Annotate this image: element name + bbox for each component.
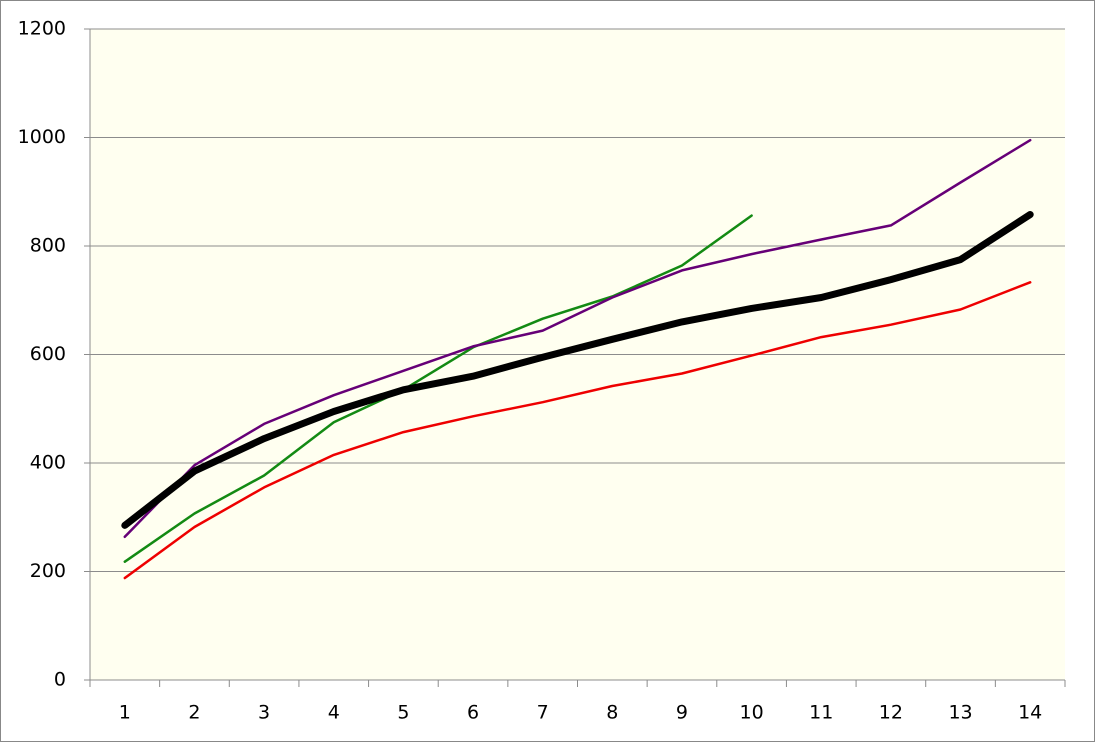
- y-tick-label: 200: [30, 560, 66, 582]
- x-tick-label: 11: [809, 702, 833, 724]
- x-tick-label: 12: [879, 702, 903, 724]
- series-line: [123, 214, 753, 563]
- y-tick-label: 1000: [18, 126, 66, 148]
- x-tick-label: 1: [119, 702, 131, 724]
- x-tick-label: 10: [740, 702, 764, 724]
- y-tick-label: 1200: [18, 18, 66, 40]
- series-line: [123, 138, 1032, 539]
- y-tick-label: 0: [54, 669, 66, 691]
- x-tick-label: 5: [397, 702, 409, 724]
- x-tick-label: 4: [328, 702, 340, 724]
- series-line: [121, 211, 1034, 529]
- x-tick-label: 14: [1018, 702, 1042, 724]
- x-tick-label: 8: [606, 702, 618, 724]
- x-tick-label: 3: [258, 702, 270, 724]
- x-tick-label: 2: [188, 702, 200, 724]
- x-tick-label: 9: [676, 702, 688, 724]
- x-tick-label: 6: [467, 702, 479, 724]
- y-tick-label: 600: [30, 343, 66, 365]
- y-tick-label: 800: [30, 235, 66, 257]
- series-line: [123, 281, 1032, 580]
- y-tick-label: 400: [30, 452, 66, 474]
- x-tick-label: 7: [537, 702, 549, 724]
- x-tick-label: 13: [948, 702, 972, 724]
